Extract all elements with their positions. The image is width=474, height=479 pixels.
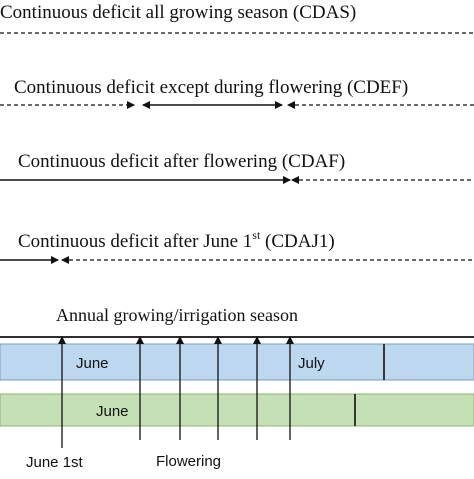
scenario-cdaj1-label-main: Continuous deficit after June 1 (18, 231, 252, 252)
scenario-cdaf-label: Continuous deficit after flowering (CDAF… (18, 151, 345, 172)
season-bar-shifted-june: June (96, 403, 129, 420)
season-bar-calendar-june: June (76, 355, 109, 372)
season-bar-shifted (0, 393, 474, 427)
scenario-cdas-label: Continuous deficit all growing season (C… (0, 2, 356, 23)
season-bar-calendar-july: July (298, 355, 325, 372)
scenario-cdaj1-label-sup: st (252, 228, 261, 242)
scenario-cdef-label: Continuous deficit except during floweri… (14, 77, 408, 98)
season-bar-calendar (0, 343, 474, 381)
scenario-cdaj1-label-tail: (CDAJ1) (260, 231, 334, 252)
marker-label-flowering: Flowering (156, 453, 221, 470)
scenario-cdaj1-label: Continuous deficit after June 1st (CDAJ1… (18, 228, 335, 252)
marker-label-june1: June 1st (26, 454, 84, 471)
season-title: Annual growing/irrigation season (56, 305, 298, 325)
